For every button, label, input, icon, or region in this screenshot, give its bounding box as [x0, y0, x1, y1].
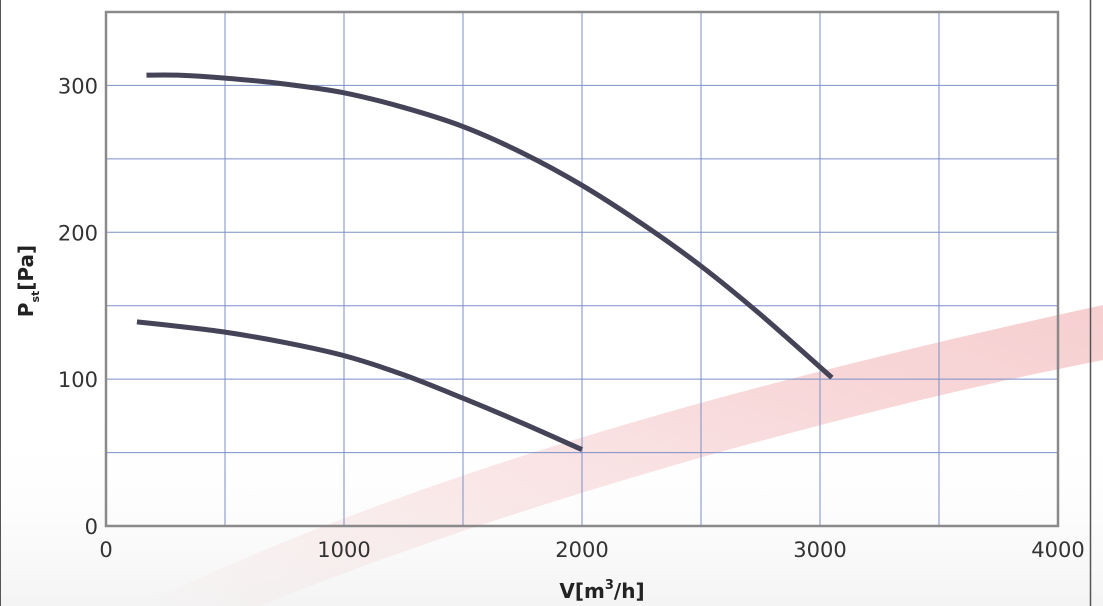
y-tick-label: 200 — [58, 221, 98, 245]
series-layer — [136, 72, 834, 452]
y-axis-label: Pst[Pa] — [14, 245, 42, 317]
x-axis-label: V[m3/h] — [559, 578, 644, 603]
decorative-swoosh — [140, 305, 1103, 606]
series-line-1 — [146, 72, 834, 380]
series-line-2 — [136, 319, 584, 452]
x-tick-label: 1000 — [317, 538, 370, 562]
plot-frame — [104, 10, 1060, 528]
y-tick-label: 300 — [58, 74, 98, 98]
x-tick-label: 0 — [99, 538, 112, 562]
y-axis-ticks: 0 100 200 300 — [58, 74, 98, 539]
x-tick-label: 3000 — [793, 538, 846, 562]
y-tick-label: 0 — [85, 515, 98, 539]
x-axis-ticks: 0 1000 2000 3000 4000 — [99, 538, 1084, 562]
y-tick-label: 100 — [58, 368, 98, 392]
x-tick-label: 4000 — [1031, 538, 1084, 562]
grid — [106, 12, 1058, 526]
x-tick-label: 2000 — [555, 538, 608, 562]
